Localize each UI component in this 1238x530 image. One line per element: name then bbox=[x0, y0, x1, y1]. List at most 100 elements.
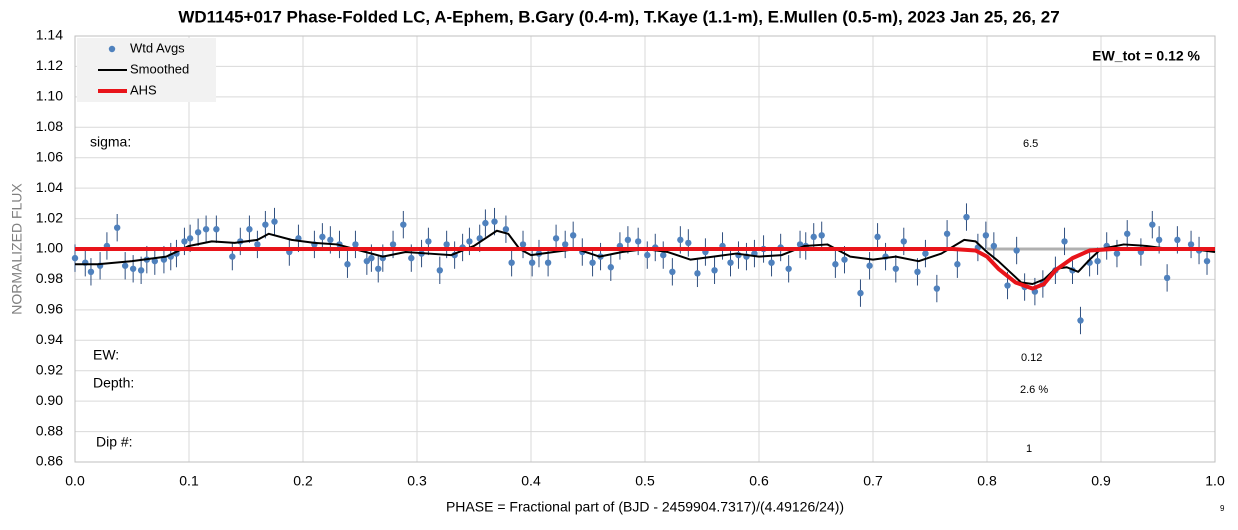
y-tick-label: 0.88 bbox=[36, 422, 63, 438]
point bbox=[186, 235, 194, 242]
point bbox=[194, 229, 202, 236]
y-tick-label: 0.96 bbox=[36, 301, 63, 317]
annotation: 1 bbox=[1026, 443, 1032, 455]
point bbox=[466, 238, 473, 245]
y-tick-label: 1.12 bbox=[36, 57, 63, 73]
point bbox=[113, 224, 121, 231]
point bbox=[954, 261, 961, 268]
point bbox=[71, 254, 79, 262]
point bbox=[1113, 250, 1121, 257]
point bbox=[669, 268, 676, 276]
point bbox=[1187, 241, 1195, 248]
point bbox=[1094, 257, 1101, 265]
x-tick-label: 0.1 bbox=[179, 473, 199, 489]
y-tick-label: 0.94 bbox=[36, 331, 63, 347]
point bbox=[634, 238, 642, 245]
point bbox=[262, 221, 269, 228]
annotation: EW: bbox=[93, 347, 119, 363]
y-tick-label: 0.98 bbox=[36, 270, 63, 286]
point bbox=[922, 250, 929, 257]
annotation: EW_tot = 0.12 % bbox=[1092, 48, 1200, 64]
point bbox=[1124, 230, 1131, 237]
point bbox=[624, 236, 632, 244]
x-tick-label: 0.3 bbox=[407, 473, 427, 489]
point bbox=[818, 232, 825, 239]
y-tick-label: 1.10 bbox=[36, 88, 63, 104]
annotation: 9 bbox=[1220, 504, 1225, 513]
point bbox=[528, 259, 536, 266]
y-tick-label: 0.92 bbox=[36, 361, 63, 377]
point bbox=[213, 226, 220, 233]
y-tick-label: 1.14 bbox=[36, 27, 63, 43]
point bbox=[344, 261, 351, 268]
point bbox=[482, 219, 489, 227]
annotation: sigma: bbox=[90, 134, 131, 150]
point bbox=[933, 285, 941, 292]
point bbox=[810, 233, 817, 241]
x-tick-label: 0.4 bbox=[521, 473, 541, 489]
point bbox=[443, 241, 450, 248]
annotation: Depth: bbox=[93, 375, 134, 391]
point bbox=[677, 236, 684, 244]
point bbox=[866, 262, 873, 269]
point bbox=[121, 262, 129, 269]
legend-label: Wtd Avgs bbox=[130, 40, 185, 55]
point bbox=[502, 226, 510, 233]
point bbox=[319, 233, 326, 241]
y-tick-label: 1.04 bbox=[36, 179, 63, 195]
point bbox=[254, 241, 261, 248]
x-tick-label: 0.8 bbox=[977, 473, 997, 489]
point bbox=[569, 232, 577, 239]
x-tick-label: 0.2 bbox=[293, 473, 313, 489]
point bbox=[1004, 282, 1011, 289]
point bbox=[408, 254, 415, 262]
point bbox=[389, 241, 397, 248]
point bbox=[327, 236, 334, 244]
point bbox=[151, 257, 158, 265]
line bbox=[75, 247, 1215, 291]
point bbox=[491, 218, 498, 225]
point bbox=[544, 259, 552, 266]
point bbox=[963, 213, 970, 221]
point bbox=[375, 265, 382, 272]
point bbox=[87, 268, 95, 276]
y-tick-label: 1.06 bbox=[36, 148, 63, 164]
y-tick-label: 0.90 bbox=[36, 392, 63, 408]
point bbox=[552, 235, 560, 242]
point bbox=[857, 289, 864, 297]
point bbox=[137, 267, 145, 274]
point bbox=[727, 259, 734, 266]
point bbox=[892, 265, 899, 272]
point bbox=[832, 261, 839, 268]
point bbox=[796, 241, 804, 248]
x-tick-label: 0.6 bbox=[749, 473, 769, 489]
point bbox=[562, 241, 569, 248]
y-tick-label: 1.08 bbox=[36, 118, 63, 134]
point bbox=[914, 268, 921, 276]
point bbox=[368, 254, 375, 262]
annotation: Dip #: bbox=[96, 434, 133, 450]
point bbox=[874, 233, 881, 241]
legend-swatch bbox=[108, 45, 116, 53]
point bbox=[425, 238, 432, 245]
point bbox=[589, 259, 596, 266]
x-tick-label: 0.0 bbox=[65, 473, 85, 489]
point bbox=[943, 230, 951, 237]
x-tick-label: 0.9 bbox=[1091, 473, 1111, 489]
x-axis-label: PHASE = Fractional part of (BJD - 245990… bbox=[446, 499, 844, 515]
x-tick-label: 0.5 bbox=[635, 473, 655, 489]
point bbox=[785, 265, 792, 272]
point bbox=[660, 251, 667, 259]
point bbox=[436, 267, 443, 274]
point bbox=[990, 242, 998, 250]
point bbox=[711, 267, 718, 274]
legend-label: AHS bbox=[130, 82, 157, 97]
point bbox=[1013, 247, 1020, 254]
point bbox=[1077, 317, 1084, 324]
point bbox=[363, 257, 371, 265]
point bbox=[694, 270, 701, 277]
y-tick-label: 1.02 bbox=[36, 209, 63, 225]
point bbox=[1203, 257, 1211, 265]
point bbox=[607, 264, 614, 271]
point bbox=[900, 238, 907, 245]
